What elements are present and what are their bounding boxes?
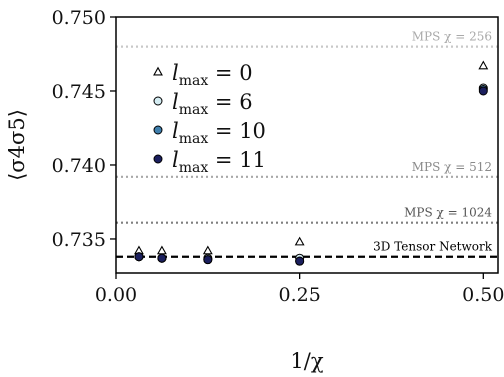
axis-ticks: 0.00 0.25 0.50 0.735 0.740 0.745 0.750 (52, 7, 504, 306)
legend-marker (153, 96, 163, 106)
legend-marker (153, 154, 163, 164)
legend-label: lmax = 6 (172, 90, 253, 118)
legend-marker (153, 125, 163, 135)
reference-line-label: MPS χ = 512 (412, 160, 492, 174)
legend-label: lmax = 11 (172, 148, 266, 176)
reference-lines: MPS χ = 256 MPS χ = 512 MPS χ = 1024 3D Ten… (116, 30, 498, 258)
legend-label: lmax = 10 (172, 119, 266, 147)
data-point-triangle (202, 245, 213, 255)
data-point-circle (203, 255, 213, 265)
x-tick-label: 0.00 (95, 284, 137, 306)
legend-label: lmax = 0 (172, 61, 253, 89)
data-point-circle (134, 252, 144, 262)
reference-line-label: MPS χ = 256 (412, 30, 492, 44)
reference-line-label: MPS χ = 1024 (404, 206, 492, 220)
y-tick-label: 0.735 (52, 229, 106, 251)
data-point-circle (157, 253, 167, 263)
y-tick-label: 0.740 (52, 155, 106, 177)
x-axis-title: 1/χ (290, 349, 323, 373)
y-axis-title: ⟨σ4σ5⟩ (5, 109, 29, 181)
data-point-triangle (294, 236, 305, 246)
y-tick-label: 0.750 (52, 7, 106, 29)
x-tick-label: 0.25 (278, 284, 320, 306)
reference-line-label: 3D Tensor Network (373, 240, 493, 254)
data-point-triangle (156, 245, 167, 255)
legend-marker (153, 66, 163, 76)
data-points (134, 60, 489, 266)
plot-frame (115, 16, 499, 274)
data-point-circle (478, 86, 488, 96)
data-point-circle (295, 256, 305, 266)
y-tick-label: 0.745 (52, 81, 106, 103)
x-tick-label: 0.50 (462, 284, 504, 306)
data-point-triangle (478, 60, 489, 70)
